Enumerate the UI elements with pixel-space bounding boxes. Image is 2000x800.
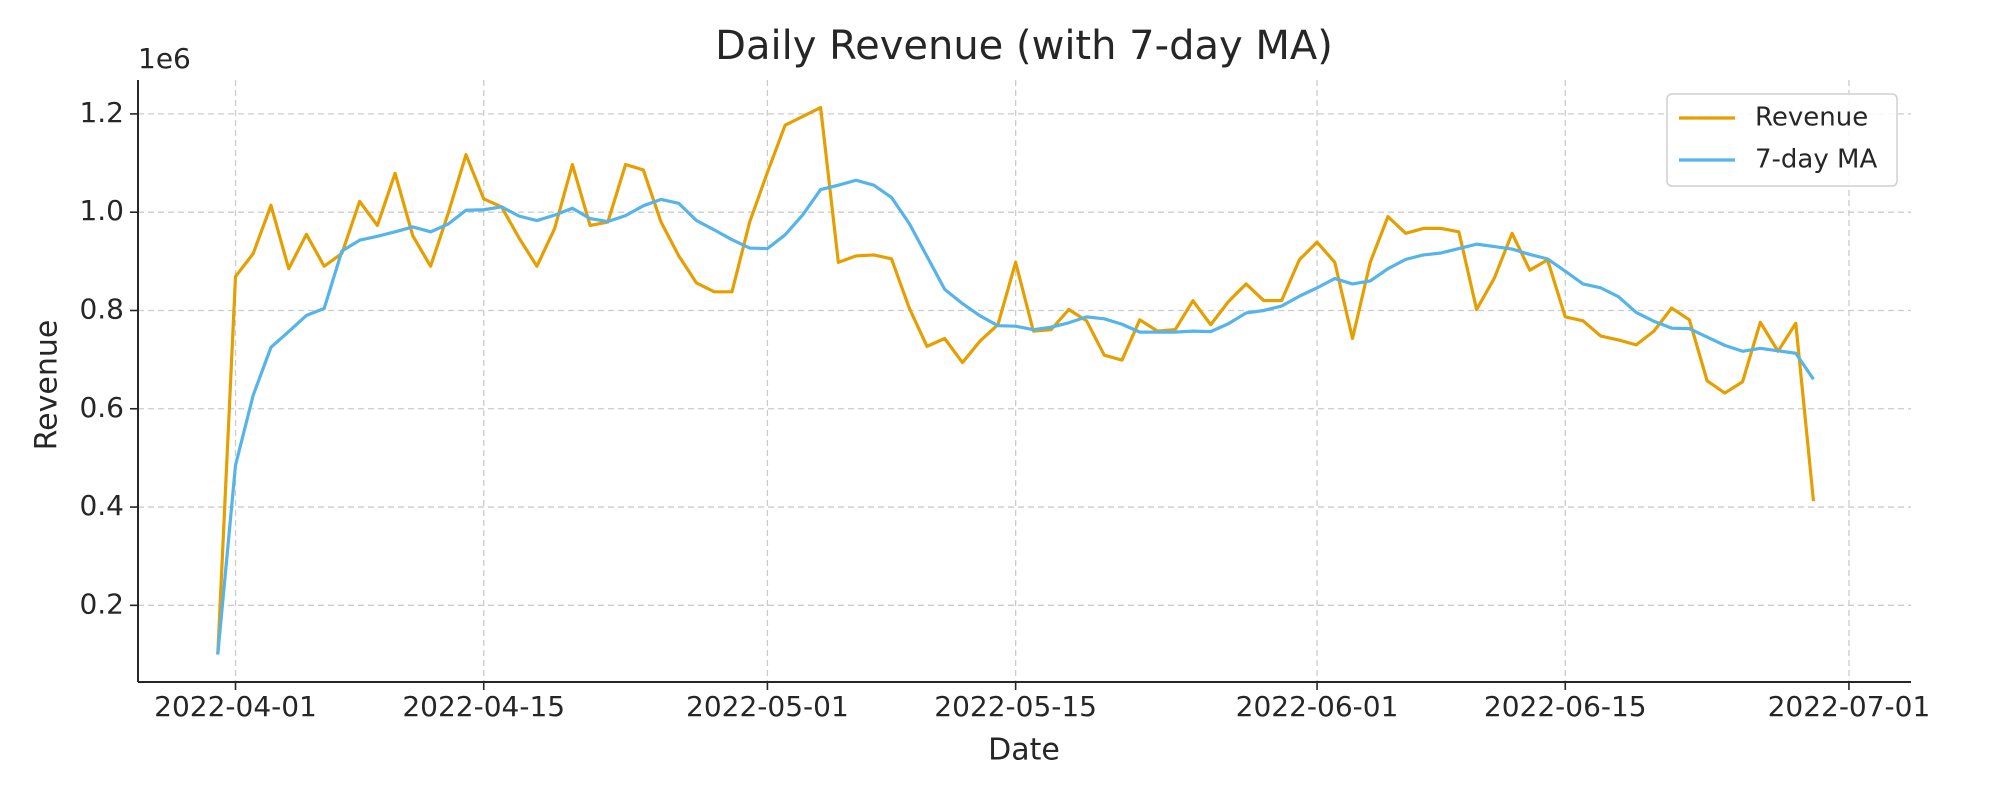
legend-label: Revenue: [1755, 103, 1868, 133]
line-series: [216, 178, 1815, 655]
y-tick-label: 0.2: [79, 587, 124, 620]
y-tick-label: 1.0: [79, 194, 124, 227]
chart-title: Daily Revenue (with 7-day MA): [715, 23, 1333, 69]
y-tick-label: 0.8: [79, 292, 124, 325]
legend-label: 7-day MA: [1755, 145, 1877, 175]
y-tick-label: 0.6: [79, 391, 124, 424]
x-tick-label: 2022-06-15: [1484, 690, 1647, 723]
y-offset-label: 1e6: [138, 42, 191, 75]
x-tick-label: 2022-04-15: [402, 690, 565, 723]
x-axis-label: Date: [988, 733, 1060, 768]
y-axis-label: Revenue: [30, 320, 65, 451]
x-tick-label: 2022-06-01: [1236, 690, 1399, 723]
y-tick-label: 1.2: [79, 96, 124, 129]
x-tick-label: 2022-04-01: [154, 690, 317, 723]
x-tick-label: 2022-07-01: [1768, 690, 1931, 723]
x-tick-label: 2022-05-01: [686, 690, 849, 723]
x-tick-label: 2022-05-15: [934, 690, 1097, 723]
y-tick-label: 0.4: [79, 489, 124, 522]
legend: Revenue 7-day MA: [1666, 93, 1898, 187]
